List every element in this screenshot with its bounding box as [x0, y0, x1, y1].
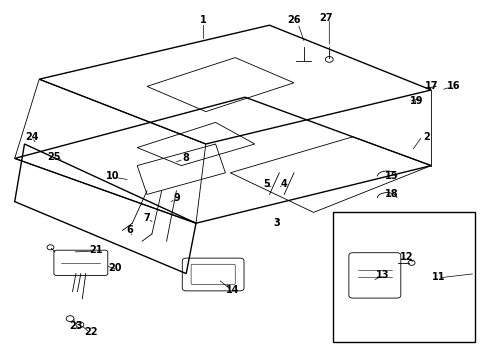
Text: 6: 6	[126, 225, 133, 235]
Text: 10: 10	[106, 171, 120, 181]
Text: 20: 20	[108, 263, 122, 273]
Text: 19: 19	[410, 96, 423, 106]
Text: 5: 5	[264, 179, 270, 189]
Text: 1: 1	[200, 15, 207, 25]
Text: 12: 12	[400, 252, 414, 262]
Text: 21: 21	[89, 245, 102, 255]
Text: 25: 25	[47, 152, 61, 162]
Text: 14: 14	[226, 285, 240, 295]
Text: 9: 9	[173, 193, 180, 203]
Text: 7: 7	[144, 213, 150, 223]
Text: 16: 16	[446, 81, 460, 91]
Text: 23: 23	[69, 321, 83, 331]
Text: 11: 11	[432, 272, 445, 282]
Bar	[333, 212, 475, 342]
Text: 4: 4	[281, 179, 288, 189]
Text: 17: 17	[424, 81, 438, 91]
Text: 27: 27	[319, 13, 333, 23]
Text: 13: 13	[375, 270, 389, 280]
Text: 3: 3	[273, 218, 280, 228]
Text: 15: 15	[385, 171, 399, 181]
Text: 2: 2	[423, 132, 430, 142]
Text: 22: 22	[84, 327, 98, 337]
Text: 26: 26	[287, 15, 301, 25]
Text: 18: 18	[385, 189, 399, 199]
Text: 24: 24	[25, 132, 39, 142]
Text: 8: 8	[183, 153, 190, 163]
